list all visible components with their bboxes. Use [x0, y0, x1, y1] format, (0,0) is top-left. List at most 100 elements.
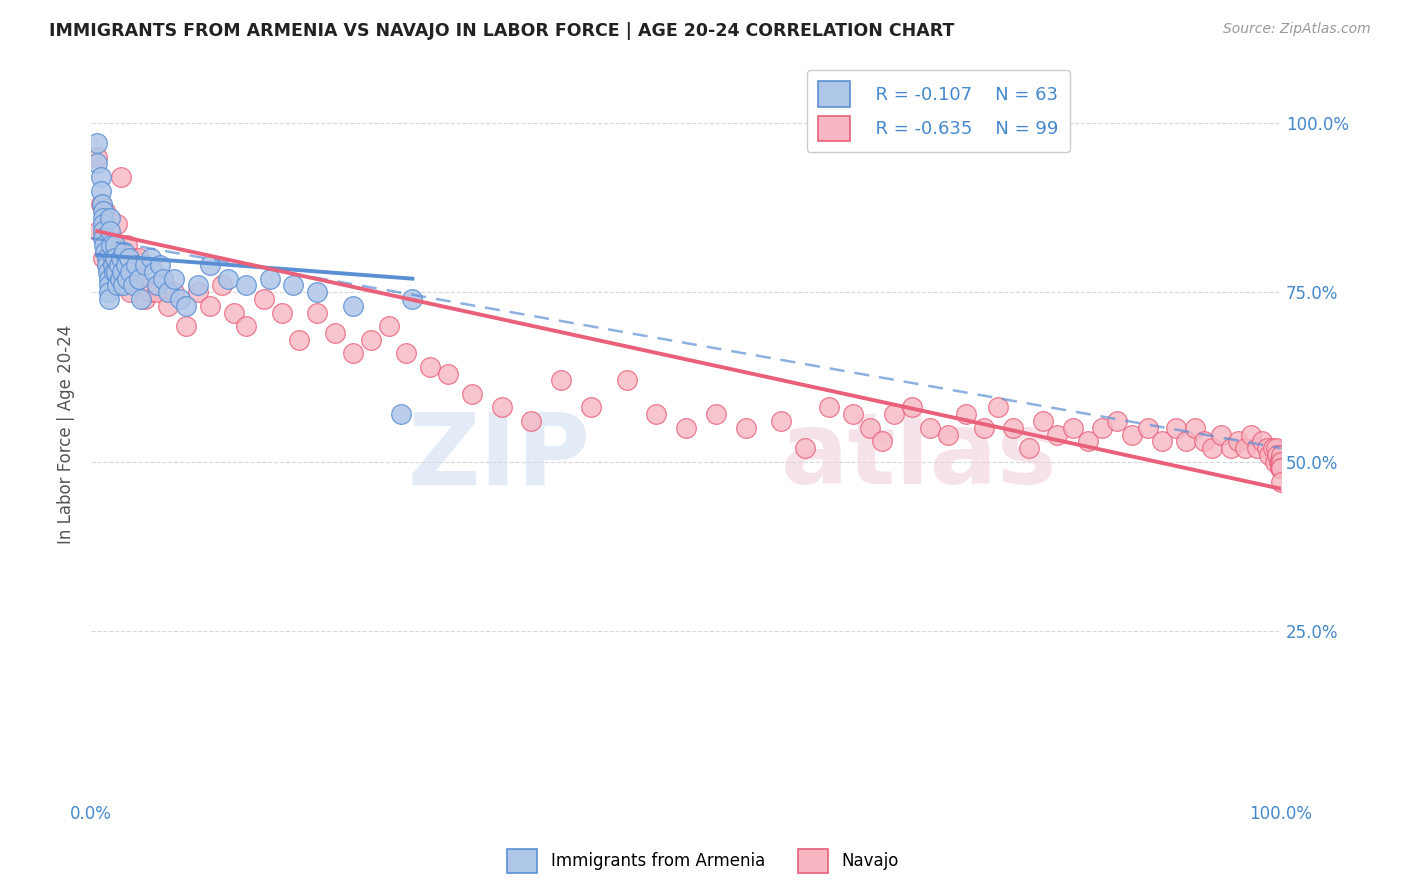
Point: [96, 258, 118, 272]
Point: [90, 197, 112, 211]
Point: [176, 299, 198, 313]
Point: [187, 285, 209, 300]
Point: [98, 224, 121, 238]
Point: [104, 237, 127, 252]
Point: [936, 427, 959, 442]
Point: [973, 421, 995, 435]
Point: [120, 265, 142, 279]
Point: [734, 421, 756, 435]
Point: [1046, 427, 1069, 442]
Point: [139, 285, 162, 300]
Point: [1246, 441, 1268, 455]
Text: ZIP: ZIP: [408, 408, 591, 505]
Point: [103, 265, 125, 279]
Point: [872, 434, 894, 449]
Point: [1201, 441, 1223, 455]
Point: [918, 421, 941, 435]
Point: [1121, 427, 1143, 442]
Point: [114, 244, 136, 259]
Point: [1256, 441, 1278, 455]
Point: [104, 237, 127, 252]
Point: [235, 319, 257, 334]
Point: [163, 271, 186, 285]
Point: [115, 237, 138, 252]
Point: [550, 373, 572, 387]
Point: [96, 252, 118, 266]
Point: [461, 387, 484, 401]
Point: [163, 285, 186, 300]
Point: [1077, 434, 1099, 449]
Point: [217, 271, 239, 285]
Point: [1268, 455, 1291, 469]
Point: [645, 407, 668, 421]
Point: [419, 359, 441, 374]
Point: [176, 319, 198, 334]
Point: [86, 156, 108, 170]
Point: [101, 265, 124, 279]
Point: [149, 258, 172, 272]
Y-axis label: In Labor Force | Age 20-24: In Labor Force | Age 20-24: [58, 325, 75, 544]
Point: [97, 265, 120, 279]
Text: atlas: atlas: [782, 408, 1057, 505]
Point: [101, 252, 124, 266]
Point: [114, 265, 136, 279]
Point: [91, 231, 114, 245]
Point: [134, 258, 156, 272]
Point: [1166, 421, 1188, 435]
Point: [1270, 475, 1292, 489]
Point: [169, 292, 191, 306]
Point: [157, 285, 180, 300]
Point: [395, 346, 418, 360]
Point: [259, 271, 281, 285]
Point: [112, 278, 135, 293]
Point: [817, 401, 839, 415]
Point: [91, 252, 114, 266]
Point: [91, 224, 114, 238]
Point: [704, 407, 727, 421]
Point: [1150, 434, 1173, 449]
Point: [1267, 455, 1289, 469]
Point: [121, 252, 143, 266]
Point: [1091, 421, 1114, 435]
Point: [1192, 434, 1215, 449]
Point: [145, 285, 167, 300]
Point: [901, 401, 924, 415]
Point: [1062, 421, 1084, 435]
Point: [86, 150, 108, 164]
Point: [955, 407, 977, 421]
Point: [1018, 441, 1040, 455]
Point: [111, 265, 134, 279]
Point: [128, 271, 150, 285]
Point: [90, 184, 112, 198]
Point: [235, 278, 257, 293]
Point: [91, 203, 114, 218]
Point: [101, 258, 124, 272]
Point: [108, 271, 131, 285]
Point: [152, 271, 174, 285]
Point: [1105, 414, 1128, 428]
Point: [94, 203, 117, 218]
Point: [342, 299, 364, 313]
Point: [121, 278, 143, 293]
Point: [770, 414, 793, 428]
Point: [91, 211, 114, 225]
Point: [120, 285, 142, 300]
Point: [143, 265, 166, 279]
Point: [491, 401, 513, 415]
Point: [1234, 441, 1257, 455]
Point: [125, 271, 148, 285]
Point: [187, 278, 209, 293]
Point: [98, 224, 121, 238]
Point: [1251, 434, 1274, 449]
Point: [283, 278, 305, 293]
Point: [401, 292, 423, 306]
Point: [579, 401, 602, 415]
Point: [1136, 421, 1159, 435]
Point: [98, 278, 121, 293]
Point: [616, 373, 638, 387]
Point: [1264, 455, 1286, 469]
Point: [1270, 455, 1292, 469]
Point: [114, 258, 136, 272]
Point: [90, 169, 112, 184]
Point: [1268, 461, 1291, 475]
